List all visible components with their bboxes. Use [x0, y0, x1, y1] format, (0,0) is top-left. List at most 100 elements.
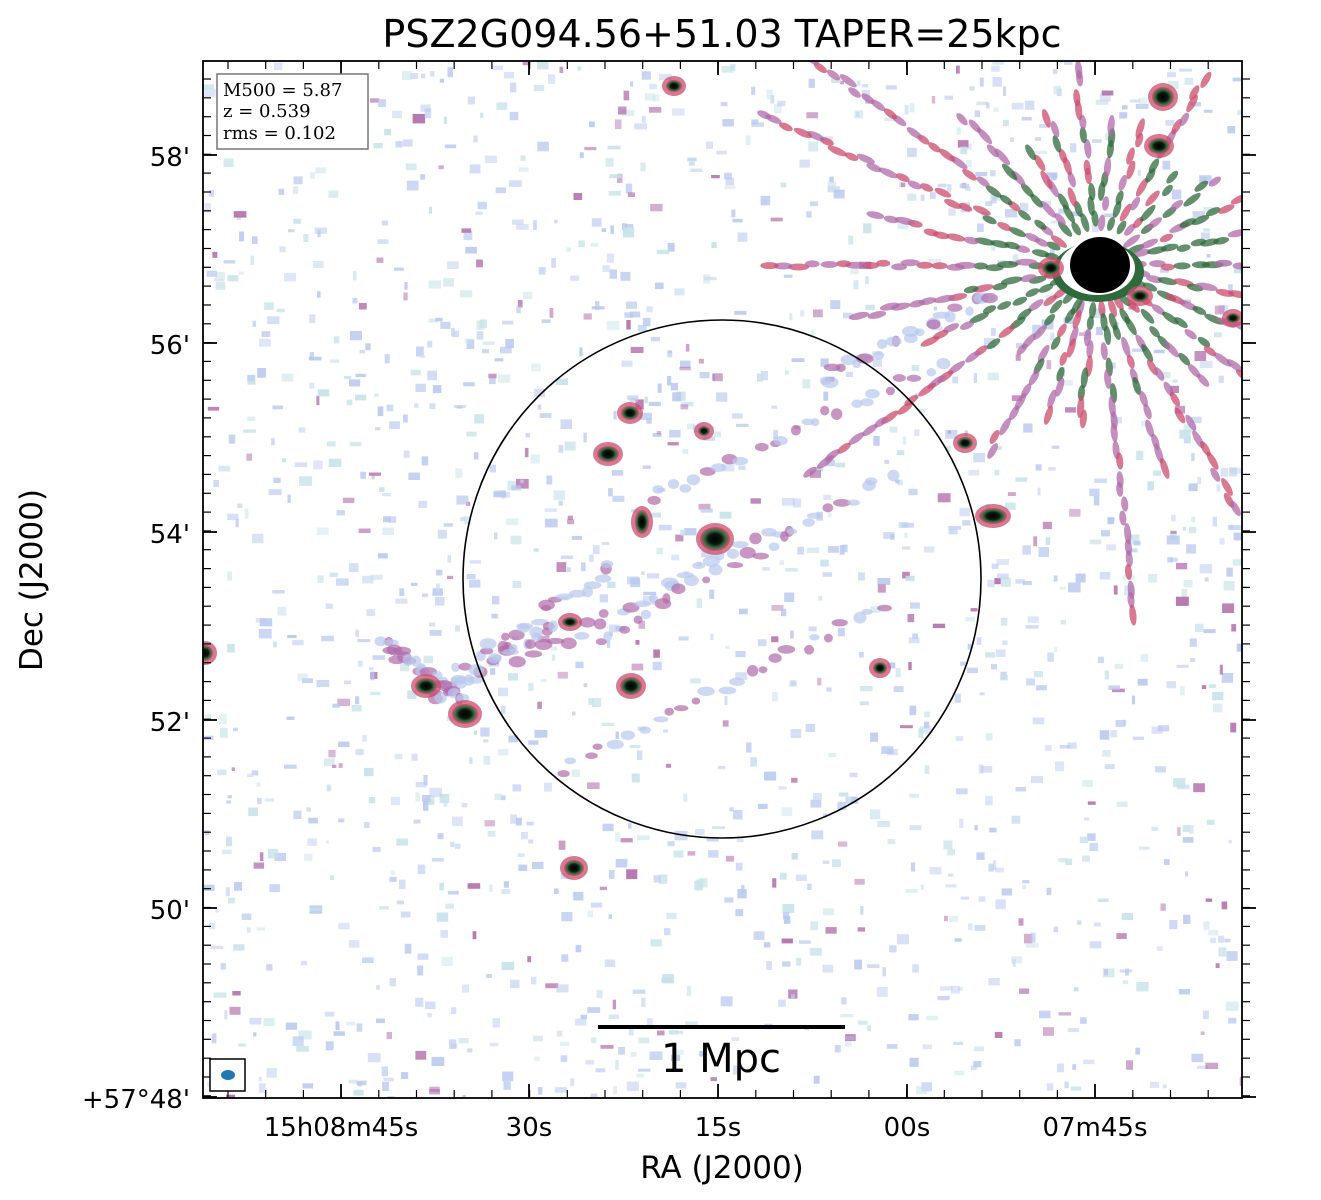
- emission-blob: [1164, 859, 1170, 865]
- emission-blob: [1166, 535, 1180, 545]
- emission-blob: [268, 489, 282, 495]
- filament-blob: [699, 467, 716, 476]
- artifact-ray-blob: [1213, 352, 1232, 367]
- emission-blob: [638, 620, 646, 629]
- emission-blob: [1179, 68, 1192, 72]
- artifact-ray-blob: [1160, 457, 1170, 479]
- filament-blob: [780, 531, 789, 542]
- artifact-ray-blob: [1145, 419, 1154, 438]
- emission-blob: [587, 782, 600, 789]
- emission-blob: [952, 376, 958, 384]
- emission-blob: [355, 696, 360, 705]
- emission-blob: [437, 529, 447, 539]
- emission-blob: [1226, 567, 1233, 577]
- filament-blob: [947, 303, 963, 312]
- emission-blob: [571, 769, 581, 778]
- emission-blob: [1115, 720, 1126, 727]
- emission-blob: [279, 246, 286, 253]
- emission-blob: [1018, 918, 1024, 926]
- artifact-ray-blob: [1001, 163, 1018, 181]
- artifact-ray-blob: [883, 215, 899, 224]
- emission-blob: [418, 500, 428, 508]
- artifact-ray-blob: [1037, 344, 1050, 363]
- emission-blob: [1228, 284, 1233, 294]
- artifact-ray-blob: [1104, 369, 1112, 389]
- emission-blob: [467, 883, 481, 889]
- filament-blob: [731, 541, 749, 549]
- emission-blob: [292, 639, 304, 646]
- emission-blob: [947, 184, 952, 192]
- emission-blob: [640, 162, 646, 172]
- artifact-ray-blob: [878, 167, 899, 179]
- emission-blob: [680, 404, 689, 410]
- bright-source-core: [1070, 237, 1130, 293]
- emission-blob: [259, 338, 271, 347]
- emission-blob: [646, 306, 653, 313]
- emission-blob: [373, 142, 383, 149]
- emission-blob: [1032, 717, 1045, 725]
- emission-blob: [466, 339, 475, 349]
- emission-blob: [606, 320, 620, 331]
- emission-blob: [458, 1038, 469, 1044]
- emission-blob: [329, 572, 338, 578]
- x-tick-label: 30s: [506, 1113, 553, 1143]
- emission-blob: [497, 749, 509, 756]
- emission-blob: [818, 595, 823, 601]
- emission-blob: [549, 308, 554, 318]
- artifact-ray-blob: [1124, 223, 1136, 236]
- emission-blob: [558, 445, 564, 453]
- artifact-ray-blob: [1251, 297, 1273, 308]
- emission-blob: [713, 431, 721, 438]
- emission-blob: [778, 999, 786, 1007]
- emission-blob: [678, 636, 689, 641]
- emission-blob: [259, 618, 273, 627]
- emission-blob: [783, 274, 793, 278]
- emission-blob: [292, 1036, 304, 1047]
- artifact-ray-blob: [900, 259, 920, 267]
- filament-blob: [758, 666, 768, 674]
- emission-blob: [258, 628, 272, 639]
- emission-blob: [671, 1049, 684, 1055]
- emission-blob: [1034, 137, 1042, 141]
- emission-blob: [867, 964, 880, 969]
- emission-blob: [889, 426, 898, 433]
- emission-blob: [402, 71, 412, 80]
- emission-blob: [733, 1065, 738, 1075]
- emission-blob: [267, 848, 279, 859]
- emission-blob: [643, 591, 657, 595]
- emission-blob: [1087, 801, 1096, 805]
- emission-blob: [349, 330, 362, 341]
- emission-blob: [712, 826, 725, 830]
- emission-blob: [635, 640, 640, 645]
- emission-blob: [1186, 544, 1197, 554]
- artifact-ray-blob: [1025, 233, 1041, 243]
- emission-blob: [210, 945, 224, 950]
- emission-blob: [827, 546, 839, 553]
- emission-blob: [615, 119, 622, 130]
- emission-blob: [1015, 787, 1027, 792]
- artifact-ray-blob: [1058, 221, 1073, 237]
- emission-blob: [473, 135, 478, 143]
- artifact-ray-blob: [1000, 276, 1023, 285]
- filament-blob: [806, 512, 822, 519]
- emission-blob: [309, 314, 316, 323]
- emission-blob: [205, 714, 212, 720]
- filament-blob: [640, 609, 652, 620]
- artifact-ray-blob: [1272, 389, 1291, 406]
- emission-blob: [1000, 675, 1008, 681]
- emission-blob: [1135, 104, 1149, 109]
- artifact-ray-blob: [1213, 236, 1230, 245]
- artifact-ray-blob: [1127, 591, 1135, 608]
- compact-source: [562, 617, 578, 627]
- emission-blob: [810, 799, 822, 808]
- emission-blob: [539, 413, 552, 418]
- emission-blob: [1048, 466, 1056, 471]
- emission-blob: [694, 880, 703, 891]
- emission-blob: [427, 1013, 432, 1018]
- emission-blob: [451, 327, 455, 337]
- emission-blob: [403, 414, 408, 423]
- filament-blob: [790, 424, 801, 436]
- artifact-ray-blob: [1140, 204, 1156, 222]
- scale-bar-label: 1 Mpc: [661, 1036, 781, 1082]
- emission-blob: [466, 574, 476, 579]
